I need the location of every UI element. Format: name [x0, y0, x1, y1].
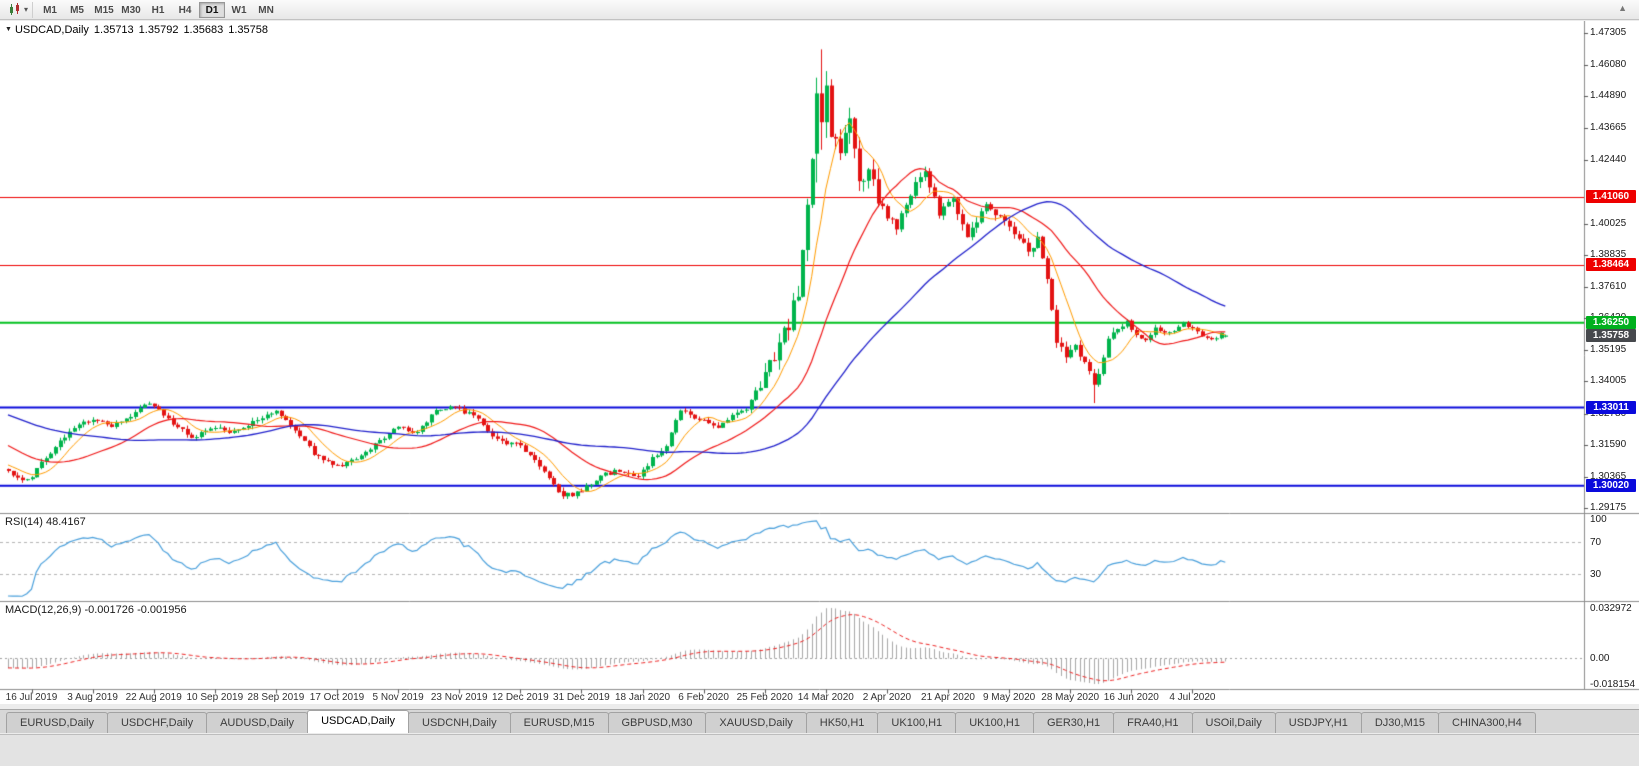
chart-tab-hk50-h1[interactable]: HK50,H1 — [805, 712, 879, 733]
chart-tab-ger30-h1[interactable]: GER30,H1 — [1032, 712, 1115, 733]
timeframe-buttons: M1 M5 M15 M30 H1 H4 D1 W1 MN — [37, 1, 280, 18]
chart-tool-icon[interactable]: ▾ — [4, 1, 34, 18]
chart-tab-dj30-m15[interactable]: DJ30,M15 — [1360, 712, 1439, 733]
chart-area: ▼ USDCAD,Daily 1.35713 1.35792 1.35683 1.3575… — [0, 21, 1639, 704]
scroll-up-icon[interactable]: ▲ — [1618, 3, 1627, 13]
chart-tab-audusd-daily[interactable]: AUDUSD,Daily — [206, 712, 309, 733]
chart-tab-usdcnh-daily[interactable]: USDCNH,Daily — [408, 712, 511, 733]
candlestick-icon — [10, 3, 19, 15]
timeframe-button-m15[interactable]: M15 — [94, 4, 114, 16]
chart-tab-eurusd-m15[interactable]: EURUSD,M15 — [509, 712, 609, 733]
chart-tab-usdcad-daily[interactable]: USDCAD,Daily — [307, 710, 410, 733]
chart-tab-eurusd-daily[interactable]: EURUSD,Daily — [6, 712, 108, 733]
timeframe-button-w1[interactable]: W1 — [231, 4, 247, 16]
chart-tab-usdchf-daily[interactable]: USDCHF,Daily — [106, 712, 208, 733]
chart-tab-xauusd-daily[interactable]: XAUUSD,Daily — [705, 712, 807, 733]
timeframe-button-m1[interactable]: M1 — [43, 4, 57, 16]
timeframe-button-d1[interactable]: D1 — [199, 1, 226, 18]
timeframe-button-m5[interactable]: M5 — [70, 4, 84, 16]
chart-canvas[interactable] — [0, 21, 1639, 704]
chart-tab-gbpusd-m30[interactable]: GBPUSD,M30 — [607, 712, 707, 733]
chart-tab-fra40-h1[interactable]: FRA40,H1 — [1113, 712, 1193, 733]
chart-tab-china300-h4[interactable]: CHINA300,H4 — [1438, 712, 1536, 733]
status-bar — [0, 734, 1639, 766]
timeframe-toolbar: ▾ M1 M5 M15 M30 H1 H4 D1 W1 MN ▲ — [0, 0, 1639, 20]
chart-tab-usdjpy-h1[interactable]: USDJPY,H1 — [1274, 712, 1362, 733]
chart-tabbar: EURUSD,Daily USDCHF,Daily AUDUSD,Daily USDC… — [0, 709, 1639, 733]
chart-tab-uk100-h1[interactable]: UK100,H1 — [877, 712, 957, 733]
timeframe-button-h1[interactable]: H1 — [151, 4, 165, 16]
timeframe-button-mn[interactable]: MN — [258, 4, 274, 16]
timeframe-button-m30[interactable]: M30 — [121, 4, 141, 16]
timeframe-button-h4[interactable]: H4 — [178, 4, 192, 16]
chart-tab-usoil-daily[interactable]: USOil,Daily — [1191, 712, 1276, 733]
chevron-down-icon[interactable]: ▾ — [24, 4, 29, 14]
chart-tab-uk100-h1[interactable]: UK100,H1 — [955, 712, 1034, 733]
